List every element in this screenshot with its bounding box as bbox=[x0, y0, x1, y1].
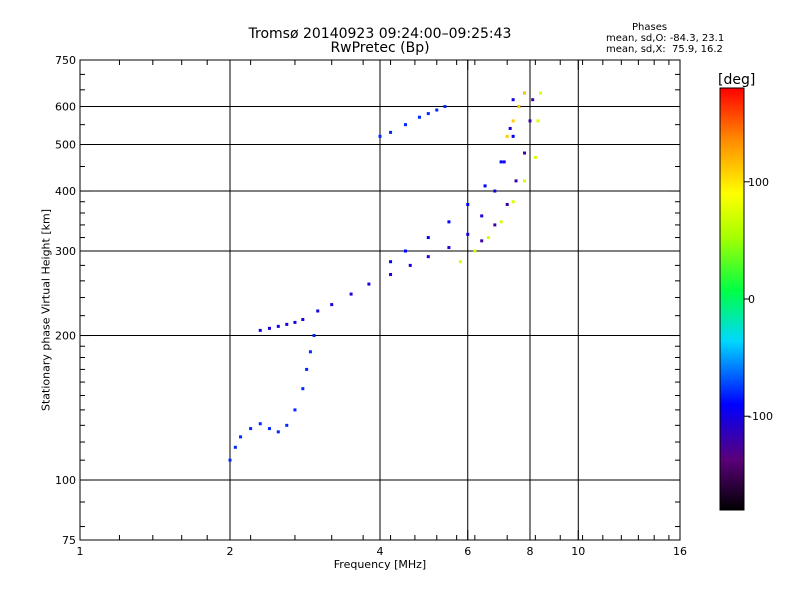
data-point bbox=[523, 91, 527, 95]
data-point bbox=[505, 134, 509, 138]
data-point bbox=[480, 239, 484, 243]
data-point bbox=[389, 260, 393, 264]
data-point bbox=[499, 220, 503, 224]
data-point bbox=[502, 160, 506, 164]
data-point bbox=[312, 334, 316, 338]
data-point bbox=[403, 123, 407, 127]
x-axis-label: Frequency [MHz] bbox=[333, 558, 427, 571]
grid bbox=[80, 60, 680, 540]
phase-stats-o: mean, sd,O: -84.3, 23.1 bbox=[606, 33, 725, 44]
phase-stats-title: Phases bbox=[632, 22, 668, 33]
y-tick-label: 400 bbox=[55, 185, 76, 198]
data-point bbox=[285, 322, 289, 326]
data-point bbox=[285, 423, 289, 427]
data-point bbox=[403, 249, 407, 253]
colorbar bbox=[719, 87, 745, 511]
colorbar-title: [deg] bbox=[718, 72, 756, 88]
data-point bbox=[316, 309, 320, 313]
data-point bbox=[301, 317, 305, 321]
x-tick-label: 4 bbox=[377, 545, 384, 558]
data-point bbox=[293, 408, 297, 412]
colorbar-tick-label: 0 bbox=[748, 293, 755, 306]
data-point bbox=[483, 184, 487, 188]
data-point bbox=[417, 115, 421, 119]
chart-subtitle: RwPretec (Bp) bbox=[330, 40, 430, 56]
data-point bbox=[228, 458, 232, 462]
data-point bbox=[531, 98, 535, 102]
x-tick-label: 8 bbox=[527, 545, 534, 558]
data-point bbox=[301, 387, 305, 391]
data-point bbox=[389, 130, 393, 134]
data-point bbox=[305, 367, 309, 371]
y-tick-label: 200 bbox=[55, 330, 76, 343]
data-point bbox=[267, 326, 271, 330]
x-tick-label: 16 bbox=[673, 545, 687, 558]
data-point bbox=[458, 260, 462, 264]
data-point bbox=[466, 202, 470, 206]
y-tick-label: 300 bbox=[55, 245, 76, 258]
data-point bbox=[367, 282, 371, 286]
data-point bbox=[539, 91, 543, 95]
data-point bbox=[233, 445, 237, 449]
data-point bbox=[349, 292, 353, 296]
y-tick-label: 75 bbox=[62, 534, 76, 547]
data-point bbox=[276, 324, 280, 328]
data-point bbox=[517, 105, 521, 109]
data-point bbox=[480, 214, 484, 218]
x-tick-label: 1 bbox=[77, 545, 84, 558]
colorbar-tick-label: 100 bbox=[748, 176, 769, 189]
colorbar-ticks: 100 0 -100 bbox=[744, 176, 773, 423]
data-point bbox=[426, 255, 430, 259]
data-point bbox=[435, 108, 439, 112]
data-point bbox=[486, 236, 490, 240]
data-point bbox=[528, 119, 532, 123]
axis-ticks: 1 2 4 6 8 10 16 75 100 200 300 400 500 600 750 bbox=[55, 54, 687, 558]
data-point bbox=[533, 155, 537, 159]
data-point bbox=[499, 160, 503, 164]
y-tick-label: 600 bbox=[55, 101, 76, 114]
data-point bbox=[511, 134, 515, 138]
data-point bbox=[258, 422, 262, 426]
data-point bbox=[447, 220, 451, 224]
data-point bbox=[473, 249, 477, 253]
chart-title: Tromsø 20140923 09:24:00–09:25:43 bbox=[248, 26, 512, 42]
data-point bbox=[493, 223, 497, 227]
data-point bbox=[378, 134, 382, 138]
data-point bbox=[466, 232, 470, 236]
data-points bbox=[228, 91, 543, 462]
data-point bbox=[426, 112, 430, 116]
data-point bbox=[523, 179, 527, 183]
data-point bbox=[293, 320, 297, 324]
data-point bbox=[523, 151, 527, 155]
data-point bbox=[249, 427, 253, 431]
colorbar-tick-label: -100 bbox=[748, 410, 773, 423]
data-point bbox=[511, 119, 515, 123]
data-point bbox=[408, 263, 412, 267]
data-point bbox=[447, 246, 451, 250]
data-point bbox=[514, 179, 518, 183]
data-point bbox=[508, 126, 512, 130]
data-point bbox=[511, 200, 515, 204]
data-point bbox=[426, 236, 430, 240]
x-tick-label: 10 bbox=[571, 545, 585, 558]
data-point bbox=[239, 435, 243, 439]
y-tick-label: 100 bbox=[55, 474, 76, 487]
data-point bbox=[330, 303, 334, 307]
y-tick-label: 500 bbox=[55, 139, 76, 152]
x-tick-label: 2 bbox=[227, 545, 234, 558]
data-point bbox=[276, 430, 280, 434]
data-point bbox=[536, 119, 540, 123]
data-point bbox=[267, 427, 271, 431]
data-point bbox=[389, 273, 393, 277]
data-point bbox=[511, 98, 515, 102]
data-point bbox=[308, 350, 312, 354]
data-point bbox=[505, 202, 509, 206]
data-point bbox=[443, 105, 447, 109]
y-tick-label: 750 bbox=[55, 54, 76, 67]
data-point bbox=[258, 328, 262, 332]
data-point bbox=[493, 189, 497, 193]
phase-stats-x: mean, sd,X: 75.9, 16.2 bbox=[606, 44, 723, 55]
x-tick-label: 6 bbox=[464, 545, 471, 558]
